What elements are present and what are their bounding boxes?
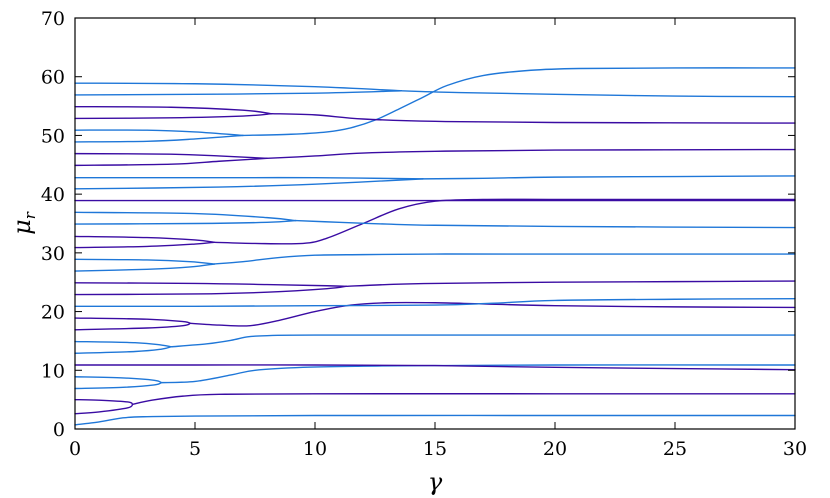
series-line-32 [74, 152, 268, 160]
series-line-14 [74, 297, 796, 308]
y-tick-label: 30 [41, 243, 65, 265]
series-line-34 [74, 134, 244, 143]
series-line-9 [74, 340, 172, 348]
x-tick-label: 25 [663, 438, 687, 460]
series-line-10 [170, 334, 796, 348]
series-line-13 [189, 301, 796, 327]
x-axis-title: γ [428, 468, 443, 496]
series-line-4 [74, 381, 163, 390]
series-line-6 [160, 364, 796, 384]
y-tick-label: 10 [41, 360, 65, 382]
series-line-23 [213, 198, 796, 245]
series-line-38 [74, 105, 273, 115]
series-line-41 [74, 82, 403, 92]
y-tick-label: 20 [41, 302, 65, 324]
series-line-26 [295, 219, 796, 229]
series-line-0 [74, 414, 796, 426]
series-line-42 [400, 90, 796, 98]
series-line-20 [213, 253, 796, 265]
series-line-12 [74, 317, 191, 325]
x-tick-label: 15 [423, 438, 447, 460]
series-line-17 [345, 280, 796, 288]
series-line-8 [74, 346, 172, 354]
y-axis-title-subscript: r [21, 211, 39, 219]
series-line-29 [74, 176, 424, 180]
y-axis-title-main: μ [8, 219, 36, 235]
series-layer [74, 67, 796, 426]
series-line-30 [422, 175, 796, 180]
series-line-22 [74, 235, 215, 243]
y-tick-label: 0 [53, 419, 65, 441]
x-tick-label: 5 [189, 438, 201, 460]
y-axis-title: μr [8, 211, 39, 235]
series-line-21 [74, 241, 215, 249]
series-line-33 [266, 148, 796, 160]
series-line-7 [74, 364, 796, 371]
series-line-31 [74, 157, 268, 167]
series-line-16 [74, 282, 347, 288]
x-tick-label: 0 [69, 438, 81, 460]
y-tick-label: 40 [41, 184, 65, 206]
series-line-39 [271, 113, 796, 124]
tick-layer: 0 5 10 15 20 25 30 0 10 20 30 40 50 60 70 [41, 8, 807, 460]
y-tick-label: 70 [41, 8, 65, 30]
series-line-15 [74, 285, 347, 296]
series-line-5 [74, 376, 163, 384]
y-tick-label: 50 [41, 125, 65, 147]
series-line-19 [74, 258, 215, 265]
series-line-37 [74, 113, 273, 120]
series-line-2 [74, 398, 134, 406]
series-line-3 [131, 393, 796, 406]
plot-frame [74, 17, 796, 430]
series-line-28 [74, 178, 424, 190]
series-line-35 [74, 129, 244, 137]
x-tick-label: 30 [783, 438, 807, 460]
series-line-1 [74, 403, 134, 415]
series-line-11 [74, 322, 191, 331]
series-line-25 [74, 211, 297, 222]
x-tick-label: 20 [543, 438, 567, 460]
series-line-40 [74, 90, 403, 96]
y-tick-label: 60 [41, 67, 65, 89]
series-line-36 [242, 67, 796, 137]
x-tick-label: 10 [303, 438, 327, 460]
series-line-24 [74, 219, 297, 225]
series-line-18 [74, 263, 215, 272]
